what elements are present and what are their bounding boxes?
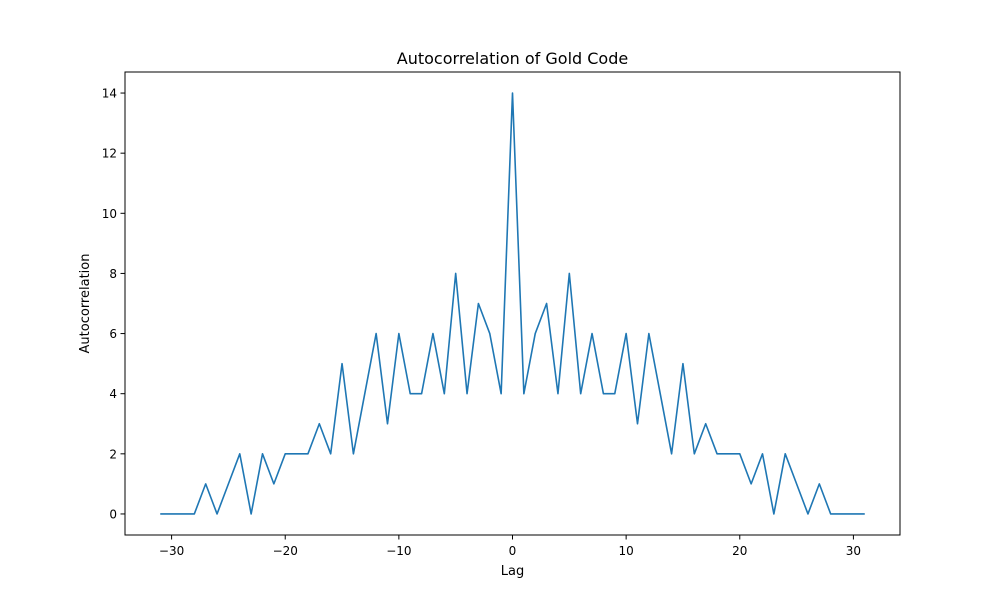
y-tick-label: 2 — [109, 447, 117, 461]
y-tick-label: 6 — [109, 327, 117, 341]
y-tick-label: 0 — [109, 507, 117, 521]
series-line — [160, 92, 865, 515]
x-axis-label: Lag — [501, 564, 524, 579]
x-tick-label: −30 — [159, 544, 184, 558]
x-tick-label: −10 — [386, 544, 411, 558]
y-tick-label: 12 — [102, 147, 117, 161]
x-axis-ticks: −30 −20 −10 0 10 20 30 — [159, 535, 861, 558]
x-tick-label: 0 — [509, 544, 517, 558]
x-tick-label: 10 — [618, 544, 633, 558]
x-tick-label: −20 — [273, 544, 298, 558]
chart-title: Autocorrelation of Gold Code — [397, 49, 628, 68]
y-tick-label: 4 — [109, 387, 117, 401]
y-axis-label: Autocorrelation — [78, 254, 93, 354]
y-tick-label: 14 — [102, 87, 117, 101]
plot-series — [160, 92, 865, 515]
y-tick-label: 8 — [109, 267, 117, 281]
y-tick-label: 10 — [102, 207, 117, 221]
x-tick-label: 30 — [846, 544, 861, 558]
x-tick-label: 20 — [732, 544, 747, 558]
y-axis-ticks: 0 2 4 6 8 10 12 14 — [102, 87, 125, 521]
